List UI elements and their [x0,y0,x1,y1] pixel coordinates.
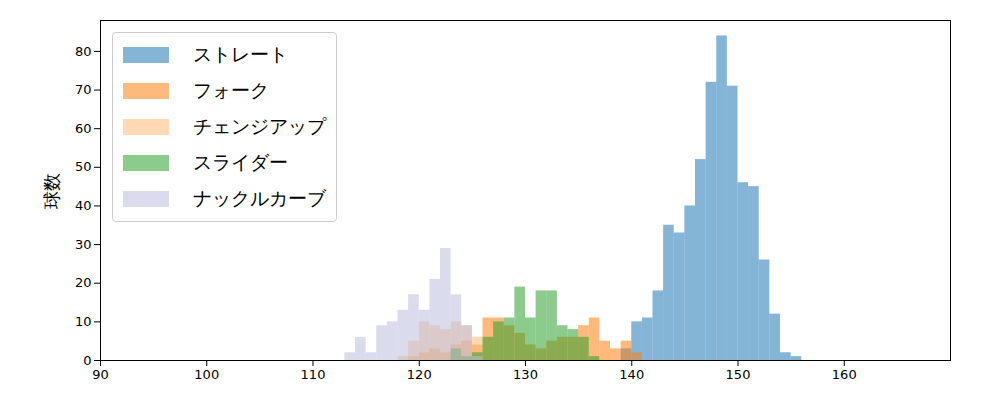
svg-text:10: 10 [75,314,92,329]
html-text:ストレート: ストレート [193,43,288,65]
svg-text:140: 140 [619,367,644,382]
svg-text:20: 20 [75,275,92,290]
svg-text:70: 70 [75,82,92,97]
svg-text:80: 80 [75,44,92,59]
svg-text:90: 90 [92,367,109,382]
html-text:チェンジアップ: チェンジアップ [193,115,326,137]
svg-text:110: 110 [301,367,326,382]
svg-text:30: 30 [75,237,92,252]
html-text:フォーク: フォーク [193,79,269,101]
svg-text:130: 130 [513,367,538,382]
svg-text:40: 40 [75,198,92,213]
svg-text:120: 120 [407,367,432,382]
svg-text:球数: 球数 [41,173,62,209]
svg-text:50: 50 [75,159,92,174]
svg-text:160: 160 [832,367,857,382]
svg-text:60: 60 [75,121,92,136]
svg-text:100: 100 [194,367,219,382]
html-text:スライダー: スライダー [193,151,288,173]
html-text:ナックルカーブ: ナックルカーブ [193,187,326,209]
svg-text:0: 0 [83,353,91,368]
svg-text:150: 150 [726,367,751,382]
